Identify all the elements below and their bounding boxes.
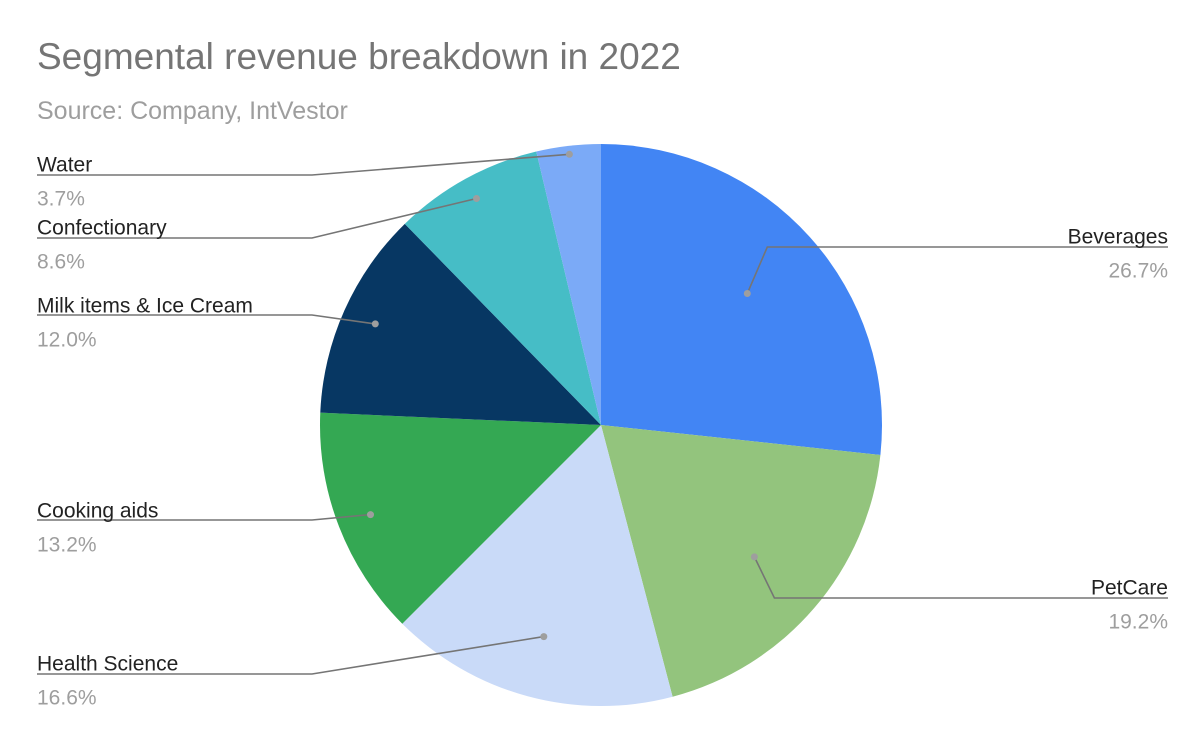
- leader-line-health-science: [37, 635, 544, 675]
- leader-line-petcare: [753, 556, 1168, 599]
- pie-slice-beverages: [601, 144, 883, 455]
- slice-value-water: 3.7%: [37, 188, 85, 211]
- slice-value-confectionary: 8.6%: [37, 251, 85, 274]
- slice-label-cooking-aids: Cooking aids: [37, 500, 158, 523]
- leader-line-milk-items-ice-cream: [37, 314, 376, 325]
- slice-value-milk-items-ice-cream: 12.0%: [37, 329, 97, 352]
- leader-line-confectionary: [37, 197, 477, 239]
- leader-line-cooking-aids: [37, 513, 371, 521]
- leader-dot-petcare: [750, 553, 758, 561]
- pie-slice-petcare: [601, 425, 881, 697]
- chart-subtitle: Source: Company, IntVestor: [37, 97, 348, 125]
- slice-value-beverages: 26.7%: [1108, 260, 1168, 283]
- leader-lines: [37, 150, 1168, 675]
- pie-slice-milk-items-ice-cream: [320, 223, 601, 425]
- slice-label-beverages: Beverages: [1068, 226, 1168, 249]
- leader-line-beverages: [746, 246, 1168, 294]
- leader-dot-milk-items-ice-cream: [371, 320, 379, 328]
- chart-title: Segmental revenue breakdown in 2022: [37, 36, 681, 77]
- slice-value-health-science: 16.6%: [37, 687, 97, 710]
- slice-label-health-science: Health Science: [37, 653, 178, 676]
- leader-line-water: [37, 153, 570, 176]
- slice-labels: Beverages 26.7% PetCare 19.2% Health Science…: [37, 154, 1168, 710]
- slice-label-water: Water: [37, 154, 92, 177]
- leader-dot-water: [565, 150, 573, 158]
- leader-dot-beverages: [743, 290, 751, 297]
- pie-slice-confectionary: [404, 151, 601, 425]
- leader-dot-cooking-aids: [367, 511, 374, 519]
- pie-slices: [319, 144, 883, 707]
- slice-label-milk-items-ice-cream: Milk items & Ice Cream: [37, 295, 253, 318]
- leader-dot-confectionary: [473, 195, 480, 202]
- pie-slice-water: [536, 144, 601, 425]
- slice-value-petcare: 19.2%: [1108, 611, 1168, 634]
- slice-label-confectionary: Confectionary: [37, 217, 167, 240]
- leader-dot-health-science: [540, 633, 548, 641]
- slice-value-cooking-aids: 13.2%: [37, 534, 97, 557]
- pie-slice-cooking-aids: [319, 412, 601, 624]
- pie-slice-health-science: [402, 425, 673, 707]
- slice-label-petcare: PetCare: [1091, 577, 1168, 600]
